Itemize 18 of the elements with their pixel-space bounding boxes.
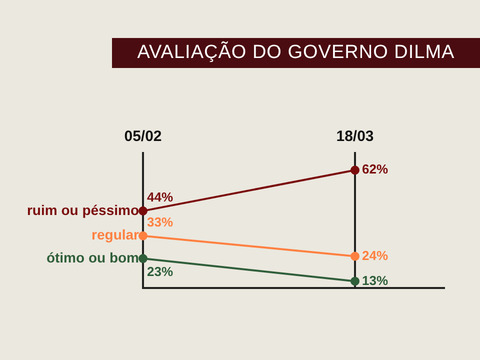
series-label: regular	[92, 226, 140, 243]
series-label: ruim ou péssimo	[26, 202, 139, 218]
point	[138, 254, 148, 264]
x-tick-label: 05/02	[124, 128, 162, 146]
data-label: 13%	[362, 272, 388, 288]
series-label: ótimo ou bom	[46, 249, 139, 266]
data-label: 24%	[362, 248, 388, 263]
data-label: 44%	[147, 190, 174, 205]
point	[138, 231, 148, 240]
data-label: 62%	[362, 162, 388, 177]
point	[138, 206, 148, 216]
x-tick-label: 18/03	[336, 128, 374, 146]
chart-title: AVALIAÇÃO DO GOVERNO DILMA	[112, 38, 480, 68]
point	[350, 252, 360, 261]
point	[350, 276, 360, 286]
point	[350, 166, 360, 175]
data-label: 33%	[147, 214, 174, 230]
data-label: 23%	[147, 264, 174, 280]
